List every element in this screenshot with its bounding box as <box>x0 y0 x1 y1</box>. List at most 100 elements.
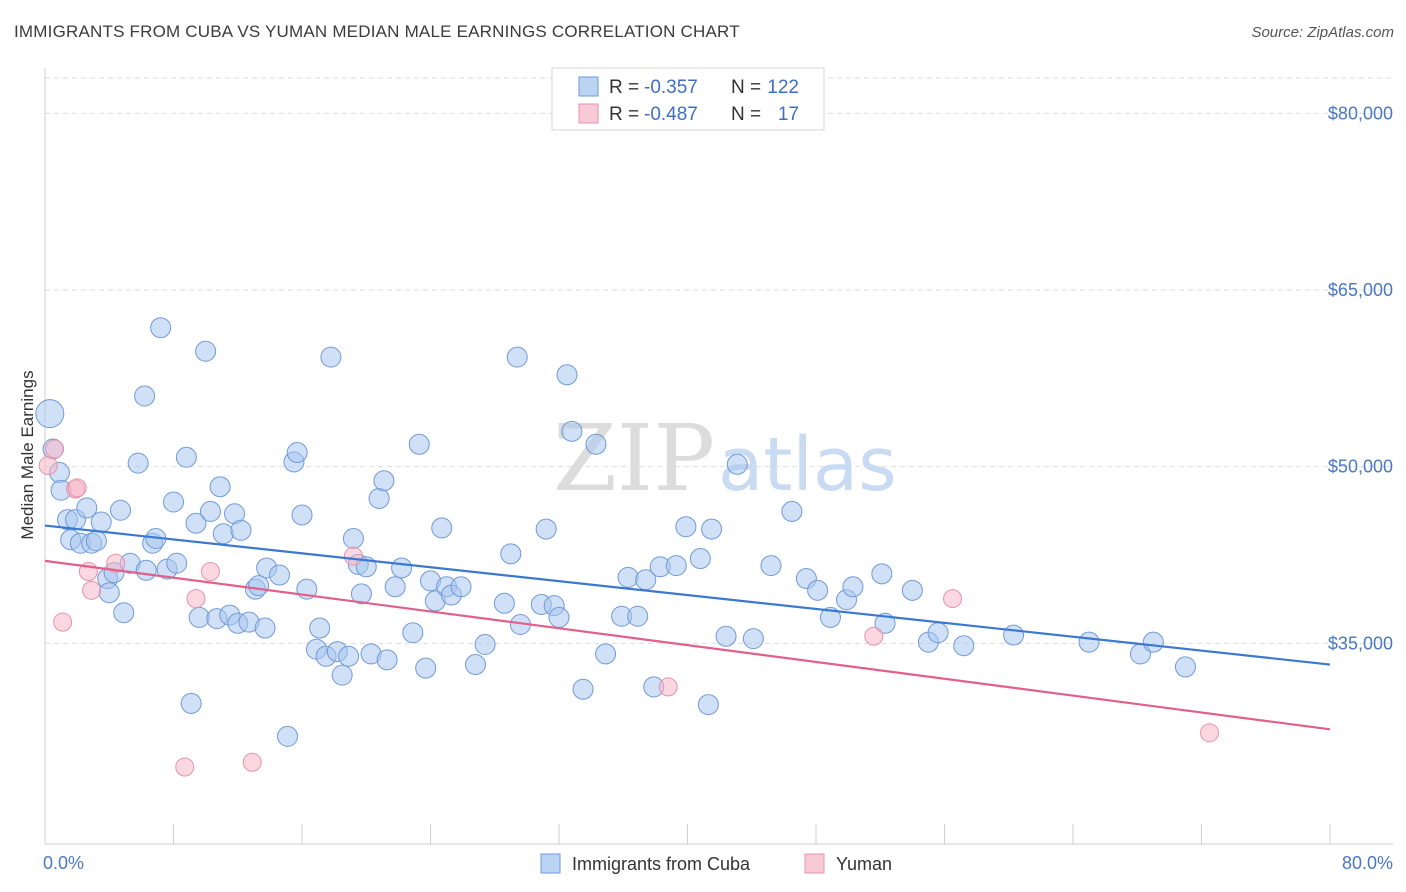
cuba-point <box>585 433 607 455</box>
cuba-point <box>697 694 719 716</box>
cuba-point <box>342 528 364 550</box>
bottom-legend-cuba: Immigrants from Cuba <box>572 854 751 874</box>
cuba-point <box>384 576 406 598</box>
x-tick-labels: 0.0% 80.0% <box>43 853 1393 873</box>
bottom-legend-swatch-yuman <box>804 853 825 874</box>
y-axis-label: Median Male Earnings <box>18 370 37 539</box>
cuba-point <box>556 364 578 386</box>
cuba-point <box>871 563 893 585</box>
cuba-point <box>874 612 896 634</box>
legend-n-value-1: 122 <box>767 77 799 98</box>
yuman-point <box>200 561 220 581</box>
cuba-point <box>98 582 120 604</box>
cuba-point <box>166 552 188 574</box>
cuba-point <box>134 385 156 407</box>
cuba-point <box>807 579 829 601</box>
yuman-point <box>175 757 195 777</box>
legend-r-label-2: R = <box>609 104 639 125</box>
cuba-point <box>376 649 398 671</box>
chart-source: Source: ZipAtlas.com <box>1251 24 1394 41</box>
yuman-point <box>658 677 678 697</box>
axes <box>44 68 1393 845</box>
yuman-point <box>67 478 87 498</box>
cuba-point <box>548 606 570 628</box>
cuba-point <box>90 511 112 533</box>
yuman-point <box>943 589 963 609</box>
cuba-point <box>572 678 594 700</box>
watermark: ZIP atlas <box>553 405 897 512</box>
cuba-point <box>1003 624 1025 646</box>
cuba-point <box>1174 656 1196 678</box>
legend-swatch-yuman <box>578 103 599 124</box>
cuba-point <box>953 635 975 657</box>
yuman-point <box>186 589 206 609</box>
cuba-point <box>901 579 923 601</box>
cuba-point <box>500 543 522 565</box>
cuba-point <box>350 583 372 605</box>
cuba-point <box>180 692 202 714</box>
cuba-point <box>464 654 486 676</box>
cuba-point <box>391 557 413 579</box>
yuman-point <box>106 553 126 573</box>
cuba-point <box>561 420 583 442</box>
cuba-point <box>291 504 313 526</box>
yuman-point <box>53 612 73 632</box>
y-tick-labels: $35,000 $50,000 $65,000 $80,000 <box>1328 103 1393 653</box>
cuba-point <box>415 657 437 679</box>
cuba-point <box>248 575 270 597</box>
yuman-point <box>343 546 363 566</box>
cuba-point <box>506 346 528 368</box>
series-cuba-points <box>35 317 1196 747</box>
cuba-point <box>195 340 217 362</box>
cuba-trend-line <box>44 524 1331 666</box>
y-tick-label-80000: $80,000 <box>1328 103 1393 123</box>
cuba-point <box>286 442 308 464</box>
cuba-point <box>595 643 617 665</box>
cuba-point <box>450 576 472 598</box>
legend-n-label-2: N = <box>731 104 761 125</box>
cuba-point <box>781 500 803 522</box>
bottom-legend: Immigrants from Cuba Yuman <box>540 853 892 874</box>
x-tick-label-end: 80.0% <box>1342 853 1393 873</box>
legend-r-value-2: -0.487 <box>644 104 698 125</box>
cuba-point <box>269 564 291 586</box>
cuba-point <box>331 664 353 686</box>
cuba-point <box>431 517 453 539</box>
cuba-point <box>675 516 697 538</box>
watermark-atlas: atlas <box>718 422 897 508</box>
series-yuman-points <box>38 439 1220 777</box>
cuba-point <box>373 470 395 492</box>
cuba-point <box>150 317 172 339</box>
legend-r-label-1: R = <box>609 77 639 98</box>
cuba-point <box>188 606 210 628</box>
cuba-point <box>408 433 430 455</box>
cuba-point <box>320 346 342 368</box>
cuba-point <box>230 519 252 541</box>
watermark-zip: ZIP <box>553 405 715 512</box>
cuba-point <box>254 617 276 639</box>
chart-title: IMMIGRANTS FROM CUBA VS YUMAN MEDIAN MAL… <box>14 22 740 41</box>
cuba-point <box>927 622 949 644</box>
cuba-point <box>212 523 234 545</box>
cuba-point <box>113 602 135 624</box>
cuba-point <box>715 625 737 647</box>
cuba-point <box>277 725 299 747</box>
cuba-point <box>493 592 515 614</box>
legend-n-label-1: N = <box>731 77 761 98</box>
yuman-point <box>864 626 884 646</box>
cuba-point <box>742 628 764 650</box>
y-tick-label-35000: $35,000 <box>1328 633 1393 653</box>
cuba-point <box>402 622 424 644</box>
cuba-point <box>842 576 864 598</box>
cuba-point <box>617 566 639 588</box>
cuba-point <box>726 453 748 475</box>
cuba-point <box>209 476 231 498</box>
legend: R = -0.357 N = 122 R = -0.487 N = 17 <box>551 67 825 131</box>
cuba-point <box>76 497 98 519</box>
trend-lines <box>44 524 1331 731</box>
cuba-point <box>665 555 687 577</box>
cuba-point <box>689 548 711 570</box>
yuman-point <box>38 455 58 475</box>
yuman-point <box>45 439 65 459</box>
cuba-point <box>199 500 221 522</box>
